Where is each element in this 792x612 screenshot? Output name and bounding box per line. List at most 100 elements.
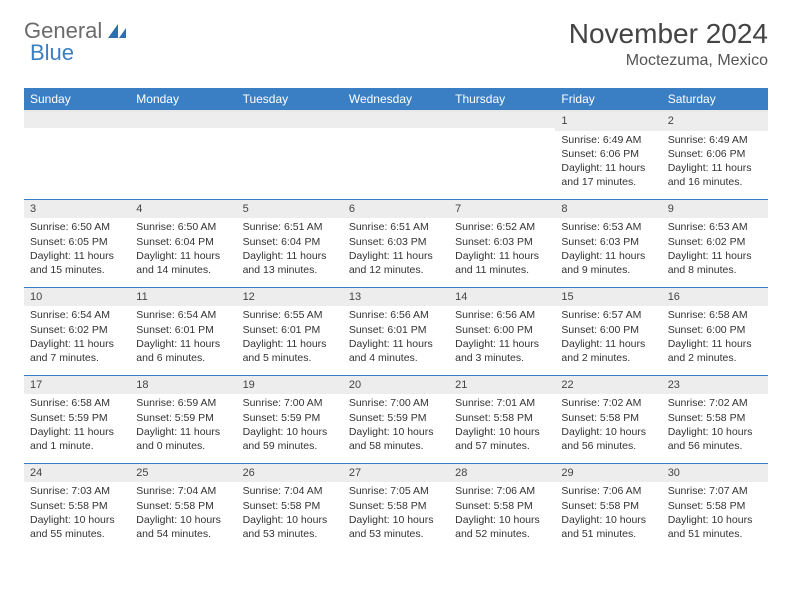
sunrise-text: Sunrise: 6:53 AM: [561, 220, 655, 234]
weekday-header: Tuesday: [237, 88, 343, 111]
daylight-text: Daylight: 10 hours and 51 minutes.: [668, 513, 762, 541]
day-number: 13: [343, 288, 449, 307]
daylight-text: Daylight: 11 hours and 7 minutes.: [30, 337, 124, 365]
calendar-day-cell: 19Sunrise: 7:00 AMSunset: 5:59 PMDayligh…: [237, 375, 343, 463]
sunset-text: Sunset: 5:58 PM: [455, 499, 549, 513]
sunrise-text: Sunrise: 6:52 AM: [455, 220, 549, 234]
daylight-text: Daylight: 11 hours and 4 minutes.: [349, 337, 443, 365]
weekday-header: Friday: [555, 88, 661, 111]
day-text: Sunrise: 6:58 AMSunset: 6:00 PMDaylight:…: [662, 306, 768, 369]
day-text: Sunrise: 6:54 AMSunset: 6:01 PMDaylight:…: [130, 306, 236, 369]
daylight-text: Daylight: 10 hours and 54 minutes.: [136, 513, 230, 541]
calendar-table: SundayMondayTuesdayWednesdayThursdayFrid…: [24, 88, 768, 551]
calendar-day-cell: [343, 111, 449, 199]
sunrise-text: Sunrise: 7:04 AM: [136, 484, 230, 498]
daylight-text: Daylight: 11 hours and 15 minutes.: [30, 249, 124, 277]
calendar-day-cell: 3Sunrise: 6:50 AMSunset: 6:05 PMDaylight…: [24, 199, 130, 287]
day-text: Sunrise: 6:49 AMSunset: 6:06 PMDaylight:…: [662, 131, 768, 194]
day-text: Sunrise: 6:54 AMSunset: 6:02 PMDaylight:…: [24, 306, 130, 369]
daylight-text: Daylight: 10 hours and 55 minutes.: [30, 513, 124, 541]
sunrise-text: Sunrise: 7:07 AM: [668, 484, 762, 498]
sunrise-text: Sunrise: 7:02 AM: [561, 396, 655, 410]
sunset-text: Sunset: 5:58 PM: [668, 499, 762, 513]
sunset-text: Sunset: 5:59 PM: [349, 411, 443, 425]
calendar-day-cell: 25Sunrise: 7:04 AMSunset: 5:58 PMDayligh…: [130, 463, 236, 551]
day-number: 20: [343, 376, 449, 395]
calendar-day-cell: 4Sunrise: 6:50 AMSunset: 6:04 PMDaylight…: [130, 199, 236, 287]
day-number: [24, 112, 130, 128]
daylight-text: Daylight: 11 hours and 6 minutes.: [136, 337, 230, 365]
calendar-day-cell: 9Sunrise: 6:53 AMSunset: 6:02 PMDaylight…: [662, 199, 768, 287]
calendar-day-cell: 23Sunrise: 7:02 AMSunset: 5:58 PMDayligh…: [662, 375, 768, 463]
daylight-text: Daylight: 10 hours and 57 minutes.: [455, 425, 549, 453]
sunset-text: Sunset: 5:58 PM: [668, 411, 762, 425]
sunset-text: Sunset: 6:06 PM: [561, 147, 655, 161]
daylight-text: Daylight: 11 hours and 12 minutes.: [349, 249, 443, 277]
sunrise-text: Sunrise: 6:51 AM: [349, 220, 443, 234]
sunrise-text: Sunrise: 7:01 AM: [455, 396, 549, 410]
day-text: Sunrise: 6:52 AMSunset: 6:03 PMDaylight:…: [449, 218, 555, 281]
day-text: Sunrise: 7:05 AMSunset: 5:58 PMDaylight:…: [343, 482, 449, 545]
day-text: Sunrise: 7:06 AMSunset: 5:58 PMDaylight:…: [449, 482, 555, 545]
daylight-text: Daylight: 11 hours and 13 minutes.: [243, 249, 337, 277]
day-text: Sunrise: 7:01 AMSunset: 5:58 PMDaylight:…: [449, 394, 555, 457]
sunrise-text: Sunrise: 7:03 AM: [30, 484, 124, 498]
sunset-text: Sunset: 6:02 PM: [30, 323, 124, 337]
day-number: 9: [662, 200, 768, 219]
daylight-text: Daylight: 11 hours and 0 minutes.: [136, 425, 230, 453]
day-text: Sunrise: 6:49 AMSunset: 6:06 PMDaylight:…: [555, 131, 661, 194]
sunset-text: Sunset: 5:59 PM: [136, 411, 230, 425]
daylight-text: Daylight: 11 hours and 5 minutes.: [243, 337, 337, 365]
sunrise-text: Sunrise: 6:50 AM: [136, 220, 230, 234]
calendar-day-cell: 2Sunrise: 6:49 AMSunset: 6:06 PMDaylight…: [662, 111, 768, 199]
day-text: Sunrise: 7:00 AMSunset: 5:59 PMDaylight:…: [237, 394, 343, 457]
calendar-week-row: 10Sunrise: 6:54 AMSunset: 6:02 PMDayligh…: [24, 287, 768, 375]
sunrise-text: Sunrise: 6:55 AM: [243, 308, 337, 322]
sunrise-text: Sunrise: 6:56 AM: [349, 308, 443, 322]
day-number: [237, 112, 343, 128]
weekday-header: Saturday: [662, 88, 768, 111]
calendar-week-row: 17Sunrise: 6:58 AMSunset: 5:59 PMDayligh…: [24, 375, 768, 463]
day-number: 15: [555, 288, 661, 307]
sunset-text: Sunset: 6:04 PM: [243, 235, 337, 249]
sunset-text: Sunset: 6:01 PM: [243, 323, 337, 337]
header: General November 2024 Moctezuma, Mexico: [24, 18, 768, 70]
day-number: [130, 112, 236, 128]
calendar-week-row: 3Sunrise: 6:50 AMSunset: 6:05 PMDaylight…: [24, 199, 768, 287]
sunrise-text: Sunrise: 6:49 AM: [668, 133, 762, 147]
sunset-text: Sunset: 6:01 PM: [136, 323, 230, 337]
calendar-day-cell: [449, 111, 555, 199]
daylight-text: Daylight: 10 hours and 53 minutes.: [349, 513, 443, 541]
day-number: 3: [24, 200, 130, 219]
day-text: Sunrise: 7:04 AMSunset: 5:58 PMDaylight:…: [237, 482, 343, 545]
day-text: Sunrise: 7:07 AMSunset: 5:58 PMDaylight:…: [662, 482, 768, 545]
calendar-day-cell: 10Sunrise: 6:54 AMSunset: 6:02 PMDayligh…: [24, 287, 130, 375]
calendar-day-cell: [130, 111, 236, 199]
sunrise-text: Sunrise: 7:00 AM: [349, 396, 443, 410]
day-text: Sunrise: 6:51 AMSunset: 6:04 PMDaylight:…: [237, 218, 343, 281]
calendar-day-cell: 5Sunrise: 6:51 AMSunset: 6:04 PMDaylight…: [237, 199, 343, 287]
calendar-day-cell: 11Sunrise: 6:54 AMSunset: 6:01 PMDayligh…: [130, 287, 236, 375]
daylight-text: Daylight: 10 hours and 56 minutes.: [561, 425, 655, 453]
sunrise-text: Sunrise: 6:57 AM: [561, 308, 655, 322]
calendar-day-cell: 28Sunrise: 7:06 AMSunset: 5:58 PMDayligh…: [449, 463, 555, 551]
weekday-header: Thursday: [449, 88, 555, 111]
calendar-day-cell: [237, 111, 343, 199]
daylight-text: Daylight: 11 hours and 1 minute.: [30, 425, 124, 453]
sunrise-text: Sunrise: 6:53 AM: [668, 220, 762, 234]
sunrise-text: Sunrise: 7:00 AM: [243, 396, 337, 410]
sunset-text: Sunset: 5:59 PM: [243, 411, 337, 425]
sunrise-text: Sunrise: 7:04 AM: [243, 484, 337, 498]
day-text: Sunrise: 7:04 AMSunset: 5:58 PMDaylight:…: [130, 482, 236, 545]
sunset-text: Sunset: 6:04 PM: [136, 235, 230, 249]
day-number: 7: [449, 200, 555, 219]
weekday-header: Sunday: [24, 88, 130, 111]
sunrise-text: Sunrise: 6:54 AM: [30, 308, 124, 322]
sunrise-text: Sunrise: 6:51 AM: [243, 220, 337, 234]
location: Moctezuma, Mexico: [569, 52, 768, 70]
day-number: 17: [24, 376, 130, 395]
logo-text-blue: Blue: [30, 40, 74, 66]
sunrise-text: Sunrise: 6:49 AM: [561, 133, 655, 147]
sunrise-text: Sunrise: 7:06 AM: [455, 484, 549, 498]
sunset-text: Sunset: 6:02 PM: [668, 235, 762, 249]
